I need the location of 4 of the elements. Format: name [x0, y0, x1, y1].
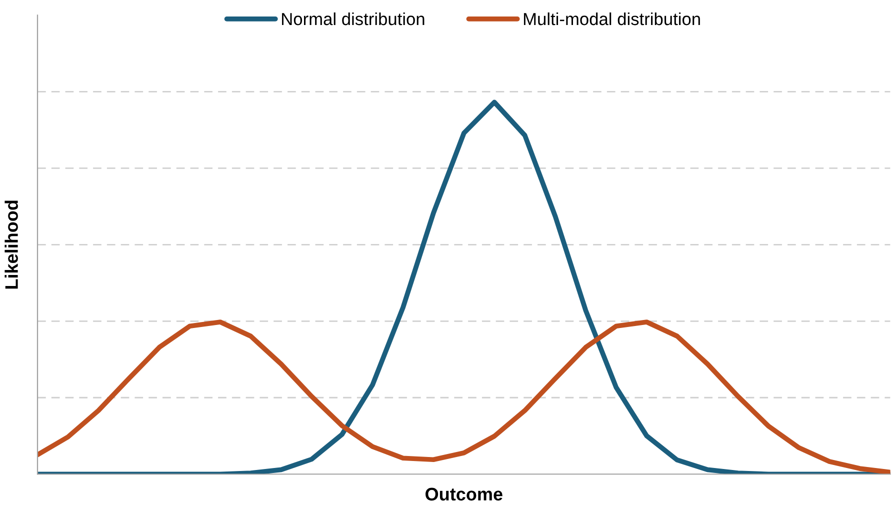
legend-label: Multi-modal distribution	[524, 12, 700, 26]
x-axis-title: Outcome	[426, 488, 502, 501]
y-axis-title: Likelihood	[4, 200, 18, 289]
legend-label: Normal distribution	[282, 12, 424, 26]
